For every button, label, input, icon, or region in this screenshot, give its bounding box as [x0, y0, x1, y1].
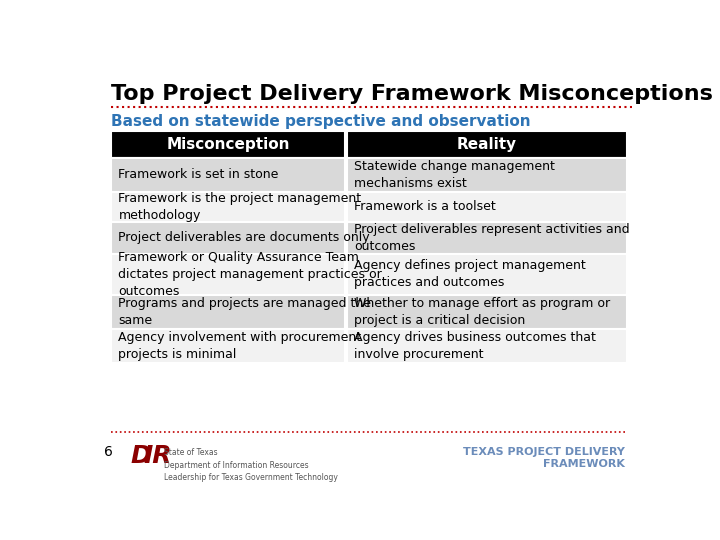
Bar — [346, 131, 627, 158]
Text: State of Texas
Department of Information Resources
Leadership for Texas Governme: State of Texas Department of Information… — [163, 448, 338, 482]
Bar — [346, 221, 627, 254]
Bar — [111, 158, 345, 192]
Text: Reality: Reality — [456, 137, 517, 152]
Text: TEXAS PROJECT DELIVERY
FRAMEWORK: TEXAS PROJECT DELIVERY FRAMEWORK — [463, 447, 624, 469]
Bar — [346, 158, 627, 192]
Bar — [111, 131, 345, 158]
Bar — [111, 254, 345, 295]
Text: Project deliverables represent activities and
outcomes: Project deliverables represent activitie… — [354, 223, 629, 253]
Text: IR: IR — [143, 444, 171, 468]
Text: Framework or Quality Assurance Team
dictates project management practices or
out: Framework or Quality Assurance Team dict… — [119, 251, 382, 298]
Text: Programs and projects are managed the
same: Programs and projects are managed the sa… — [119, 297, 372, 327]
Bar — [346, 192, 627, 221]
Text: 6: 6 — [104, 446, 113, 460]
Text: Agency involvement with procurement
projects is minimal: Agency involvement with procurement proj… — [119, 331, 361, 361]
Text: Agency defines project management
practices and outcomes: Agency defines project management practi… — [354, 259, 585, 289]
Text: Whether to manage effort as program or
project is a critical decision: Whether to manage effort as program or p… — [354, 297, 610, 327]
Bar — [346, 295, 627, 329]
Bar — [111, 295, 345, 329]
Text: Framework is set in stone: Framework is set in stone — [119, 168, 279, 181]
Text: Project deliverables are documents only: Project deliverables are documents only — [119, 231, 370, 244]
Text: Statewide change management
mechanisms exist: Statewide change management mechanisms e… — [354, 160, 555, 190]
Bar — [111, 192, 345, 221]
Text: Based on statewide perspective and observation: Based on statewide perspective and obser… — [111, 114, 531, 129]
Text: Misconception: Misconception — [166, 137, 290, 152]
Bar — [111, 221, 345, 254]
Text: Framework is the project management
methodology: Framework is the project management meth… — [119, 192, 361, 221]
Text: Agency drives business outcomes that
involve procurement: Agency drives business outcomes that inv… — [354, 331, 595, 361]
Text: Top Project Delivery Framework Misconceptions: Top Project Delivery Framework Misconcep… — [111, 84, 713, 104]
Bar — [346, 254, 627, 295]
Text: D: D — [130, 444, 151, 468]
Bar — [346, 329, 627, 363]
Text: Framework is a toolset: Framework is a toolset — [354, 200, 495, 213]
Bar — [111, 329, 345, 363]
